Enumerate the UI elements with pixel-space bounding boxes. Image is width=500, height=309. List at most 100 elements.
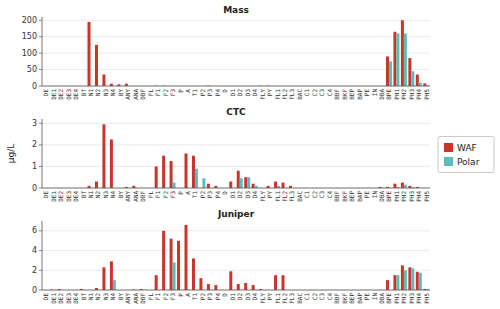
subplot: Mass050100150200DEDE1DE2DE3DE4BTN1N2N3N4… bbox=[22, 5, 430, 100]
x-tick-label: BY bbox=[117, 191, 124, 199]
y-tick-label: 1 bbox=[32, 162, 37, 171]
x-tick-label: P2 bbox=[199, 293, 206, 301]
x-tick-label: DE bbox=[42, 293, 49, 301]
y-tick bbox=[39, 166, 42, 167]
x-tick-label: PH3 bbox=[408, 191, 415, 202]
bars bbox=[88, 124, 419, 188]
x-tick-label: FL1 bbox=[274, 89, 281, 100]
x-tick-label: BKF bbox=[341, 89, 348, 100]
bar bbox=[393, 184, 396, 188]
x-tick-label: C4 bbox=[326, 191, 333, 199]
x-tick-label: BEP bbox=[348, 89, 355, 100]
x-tick-label: DE4 bbox=[72, 89, 79, 100]
x-tick-label: BAC bbox=[296, 89, 303, 100]
bar bbox=[207, 284, 210, 290]
x-tick-label: PH1 bbox=[393, 191, 400, 202]
bar bbox=[113, 280, 116, 290]
x-tick-label: D3 bbox=[244, 191, 251, 199]
y-tick bbox=[39, 123, 42, 124]
y-tick-label: 4 bbox=[32, 246, 37, 255]
bar bbox=[389, 61, 392, 86]
bar bbox=[173, 183, 176, 188]
x-tick-label: ANA bbox=[132, 293, 139, 304]
x-tick-label: C1 bbox=[303, 191, 310, 199]
x-tick-label: C4 bbox=[326, 89, 333, 97]
x-tick-label: P4 bbox=[214, 89, 221, 97]
x-tick-label: FL3 bbox=[288, 89, 295, 100]
bars bbox=[88, 20, 430, 86]
y-axis bbox=[42, 17, 43, 86]
bar bbox=[229, 271, 232, 290]
x-tick-label: BPE bbox=[385, 293, 392, 304]
bar bbox=[252, 184, 255, 188]
x-tick-label: P4 bbox=[214, 293, 221, 301]
x-tick-label: C3 bbox=[318, 191, 325, 199]
bar bbox=[274, 182, 277, 188]
bar bbox=[282, 275, 285, 290]
legend-label: Polar bbox=[457, 157, 480, 167]
y-tick-label: 0 bbox=[32, 82, 37, 91]
x-tick-label: PH3 bbox=[408, 89, 415, 100]
x-tick-label: F1 bbox=[154, 293, 161, 301]
x-tick-label: T1 bbox=[191, 191, 198, 199]
x-tick-label: ANA bbox=[132, 89, 139, 100]
bar bbox=[408, 58, 411, 86]
bar bbox=[416, 272, 419, 290]
x-tick-label: IN bbox=[371, 89, 378, 97]
bar bbox=[95, 45, 98, 86]
y-tick bbox=[39, 36, 42, 37]
x-tick-label: F2 bbox=[162, 89, 169, 97]
x-tick-label: DE4 bbox=[72, 293, 79, 304]
bar bbox=[173, 262, 176, 290]
bar bbox=[185, 225, 188, 290]
bar bbox=[102, 75, 105, 87]
bar bbox=[102, 124, 105, 188]
x-tick-label: F3 bbox=[169, 89, 176, 97]
bar bbox=[401, 20, 404, 86]
bar bbox=[162, 156, 165, 188]
x-tick-label: N4 bbox=[109, 191, 116, 199]
x-tick-label: P bbox=[177, 89, 184, 93]
bar bbox=[416, 75, 419, 87]
x-tick-label: FL3 bbox=[288, 293, 295, 304]
y-tick-label: 150 bbox=[22, 32, 37, 41]
x-tick-label: PH5 bbox=[423, 89, 430, 100]
bar bbox=[411, 71, 414, 86]
x-tick-label: FL bbox=[147, 191, 154, 199]
x-tick-label: PY bbox=[266, 89, 273, 97]
x-tick-label: FL3 bbox=[288, 191, 295, 202]
x-tick-label: DE2 bbox=[57, 293, 64, 304]
x-tick-label: PE bbox=[363, 191, 370, 199]
bar bbox=[102, 267, 105, 290]
x-tick-label: N4 bbox=[109, 89, 116, 97]
x-tick-label: C1 bbox=[303, 293, 310, 301]
legend-frame bbox=[438, 137, 494, 173]
subplot: CTC0123DEDE1DE2DE3DE4BTN1N2N3N4BYANYANAD… bbox=[6, 107, 430, 202]
x-tick-label: PY bbox=[266, 191, 273, 199]
x-tick-label: C2 bbox=[311, 191, 318, 199]
y-tick bbox=[39, 270, 42, 271]
bar bbox=[155, 275, 158, 290]
grid-line bbox=[42, 144, 430, 145]
grid-line bbox=[42, 166, 430, 167]
x-tick-label: BY bbox=[117, 89, 124, 97]
grid-line bbox=[42, 20, 430, 21]
x-tick-label: D1 bbox=[229, 293, 236, 301]
bar bbox=[274, 275, 277, 290]
y-tick bbox=[39, 86, 42, 87]
x-tick-label: PH3 bbox=[408, 293, 415, 304]
bar bbox=[195, 169, 198, 188]
bar bbox=[199, 278, 202, 290]
y-axis bbox=[42, 221, 43, 290]
x-tick-label: DE2 bbox=[57, 191, 64, 202]
x-tick-label: DE1 bbox=[50, 89, 57, 100]
x-tick-label: DBA bbox=[378, 191, 385, 202]
bar bbox=[252, 285, 255, 290]
x-tick-label: T1 bbox=[191, 89, 198, 97]
x-tick-label: D4 bbox=[251, 89, 258, 97]
x-tick-label: C3 bbox=[318, 89, 325, 97]
x-tick-label: F3 bbox=[169, 293, 176, 301]
x-tick-label: D bbox=[221, 89, 228, 93]
grid-line bbox=[42, 188, 430, 189]
x-tick-label: N4 bbox=[109, 293, 116, 301]
